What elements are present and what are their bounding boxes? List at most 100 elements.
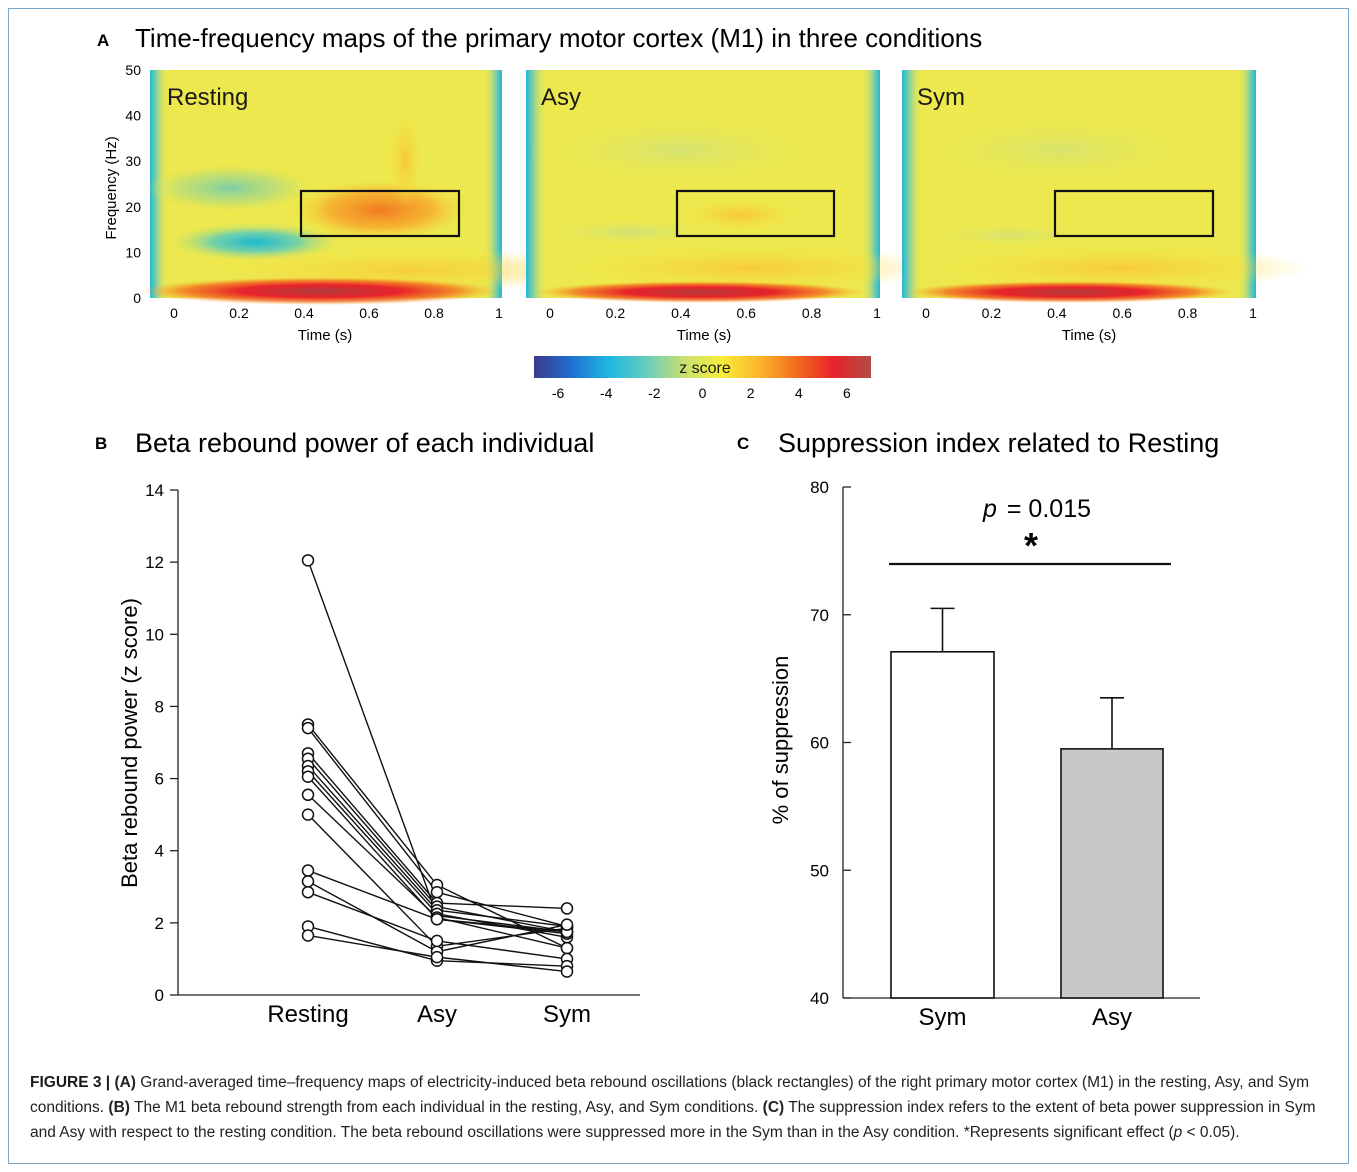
panel-c-x-ticks: Sym Asy [919,1004,1133,1031]
subject-point [301,770,315,784]
caption-p-symbol: p [1173,1124,1183,1141]
tf-map-low-band [535,281,865,303]
figure-frame [8,8,1349,1164]
y-tick-label: 10 [145,625,164,644]
tf-map-low-band [905,281,1235,303]
tf-map-xlabel-asy: Time (s) [677,327,731,344]
subject-point [430,934,444,948]
tf-map-low-band-glow [560,246,940,290]
panel-a-y-ticks: 0 10 20 30 40 50 [125,62,141,306]
y-tick-label: 60 [810,734,829,753]
beta-rebound-rectangle [299,189,461,238]
panel-a: A Time-frequency maps of the primary mot… [97,23,1310,401]
figure-caption: FIGURE 3 | (A) Grand-averaged time–frequ… [30,1070,1330,1145]
bar [1060,748,1164,999]
tf-map-beta-rebound [680,199,800,231]
subject-point [301,885,315,899]
colorbar: z score -6 -4 -2 0 2 4 6 [534,356,871,401]
y-tick-label: 20 [125,199,141,215]
subject-point [430,950,444,964]
x-tick-label: 0.8 [424,305,444,321]
subject-point [560,965,574,978]
panel-b-letter: B [95,434,107,453]
colorbar-ticks: -6 -4 -2 0 2 4 6 [552,385,851,401]
tf-map-xlabel-sym: Time (s) [1062,327,1116,344]
y-tick-label: 8 [155,697,164,716]
panel-c: C Suppression index related to Resting %… [737,428,1219,1031]
x-tick-label: 0.4 [1047,305,1067,321]
panel-c-y-ticks: 40 50 60 70 80 [810,478,851,1008]
x-tick-label: 1 [873,305,881,321]
y-tick-label: 30 [125,153,141,169]
x-category-label: Asy [417,1001,457,1028]
caption-a-text: Grand-averaged time–frequency maps of el… [30,1074,1310,1116]
tf-map-label: Resting [167,84,248,111]
tf-map-label: Sym [917,84,965,111]
bar [890,650,995,999]
tf-map-low-band [140,277,500,305]
caption-b-tag: (B) [108,1099,130,1116]
x-tick-label: 0 [546,305,554,321]
panel-b-y-ticks: 0 2 4 6 8 10 12 14 [145,481,178,1005]
y-tick-label: 2 [155,914,164,933]
x-tick-label: 0.6 [736,305,756,321]
panel-b-title: Beta rebound power of each individual [135,428,594,458]
x-tick-label: 1 [495,305,503,321]
tf-map-edge-right [1238,70,1256,298]
x-tick-label: 0.6 [1112,305,1132,321]
tf-map-edge-left [526,70,546,298]
tf-map-xlabel-resting: Time (s) [298,327,352,344]
x-category-label: Resting [267,1001,348,1028]
y-tick-label: 70 [810,606,829,625]
y-tick-label: 14 [145,481,164,500]
panel-a-x-ticks: 0 0.2 0.4 0.6 0.8 1 0 0.2 0.4 0.6 0.8 1 0 0.2 0.4 0.6 0.… [170,305,1257,321]
panel-a-ylabel: Frequency (Hz) [103,136,120,239]
tf-map-edge-left [902,70,922,298]
colorbar-tick-label: -4 [600,385,613,401]
significance-star: * [1024,525,1038,566]
panel-c-title: Suppression index related to Resting [778,428,1219,458]
subject-point [301,554,315,567]
y-tick-label: 0 [133,290,141,306]
caption-b-text: The M1 beta rebound strength from each i… [129,1099,763,1116]
y-tick-label: 80 [810,478,829,497]
beta-rebound-rectangle [1053,189,1215,238]
panel-c-letter: C [737,434,749,453]
y-tick-label: 50 [125,62,141,78]
subject-point [301,875,315,888]
x-tick-label: 0.6 [359,305,379,321]
subject-point [301,864,315,877]
x-category-label: Sym [543,1001,591,1028]
p-value-annotation: p = 0.015 [982,495,1091,523]
panel-c-bars [890,607,1164,999]
tf-map-upper-haze [910,115,1210,185]
tf-map-low-band-glow [930,246,1310,290]
y-tick-label: 40 [125,108,141,124]
panel-b-ylabel: Beta rebound power (z score) [117,598,142,888]
panel-b-series-points [301,554,574,978]
tf-map-desync-lower [540,218,720,246]
caption-c-text: The suppression index refers to the exte… [30,1099,1316,1141]
x-tick-label: 0.2 [606,305,626,321]
x-tick-label: 0.2 [982,305,1002,321]
x-tick-label: 0.8 [1178,305,1198,321]
x-tick-label: 0.8 [802,305,822,321]
tf-map-asy: Asy [526,70,940,303]
colorbar-gradient [534,356,871,378]
figure-canvas: A Time-frequency maps of the primary mot… [95,23,1310,1031]
panel-a-letter: A [97,31,109,50]
y-tick-label: 0 [155,986,164,1005]
tf-map-desync-upper [145,164,315,212]
x-tick-label: 1 [1249,305,1257,321]
subject-point [430,885,444,899]
tf-map-beta-rebound [292,180,468,240]
tf-map-sym: Sym [902,70,1310,303]
y-tick-label: 6 [155,770,164,789]
tf-map-upper-haze [530,115,830,185]
x-tick-label: 0.4 [294,305,314,321]
panel-c-ylabel: % of suppression [768,656,793,825]
y-tick-label: 50 [810,861,829,880]
caption-a-tag: (A) [114,1074,136,1091]
colorbar-tick-label: 0 [699,385,707,401]
subject-point [430,913,444,926]
